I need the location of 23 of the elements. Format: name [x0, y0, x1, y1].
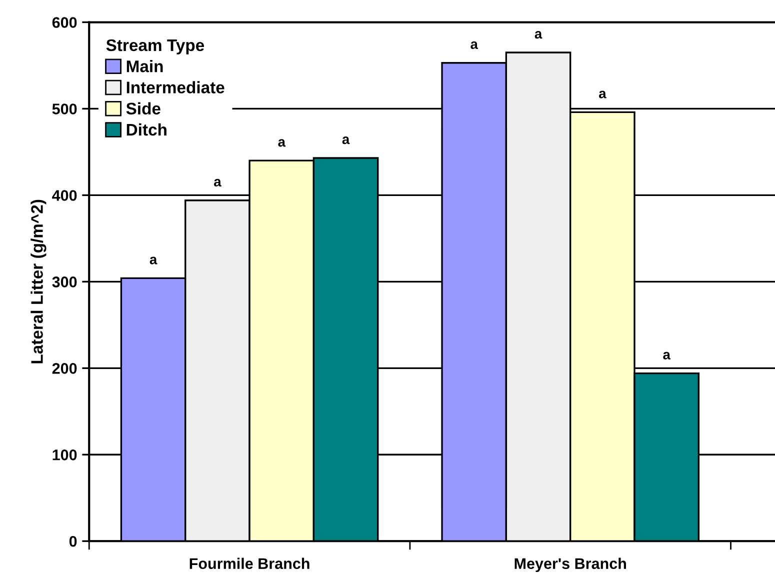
data-label: a [150, 256, 158, 264]
x-tick-label: Meyer's Branch [514, 558, 626, 572]
y-tick-label: 200 [52, 363, 77, 374]
data-label: a [470, 41, 478, 50]
y-tick-label: 600 [52, 17, 77, 28]
legend-label: Main [126, 60, 163, 72]
y-tick-label: 100 [52, 450, 77, 460]
data-label: a [534, 31, 542, 39]
data-label: a [598, 90, 606, 98]
legend-label: Intermediate [126, 81, 224, 94]
y-axis-title: Lateral Litter (g/m^2) [30, 200, 46, 364]
y-tick-label: 500 [52, 104, 77, 114]
y-tick-label: 400 [52, 190, 77, 201]
y-tick-label: 0 [69, 536, 77, 547]
data-label: a [214, 178, 222, 187]
legend-label: Side [126, 102, 160, 115]
data-label: a [663, 352, 671, 360]
data-label: a [278, 139, 286, 147]
y-tick-label: 300 [52, 276, 77, 288]
legend-label: Ditch [126, 123, 166, 136]
legend-title: Stream Type [106, 39, 204, 54]
x-tick-label: Fourmile Branch [190, 558, 310, 570]
data-label: a [342, 136, 350, 144]
